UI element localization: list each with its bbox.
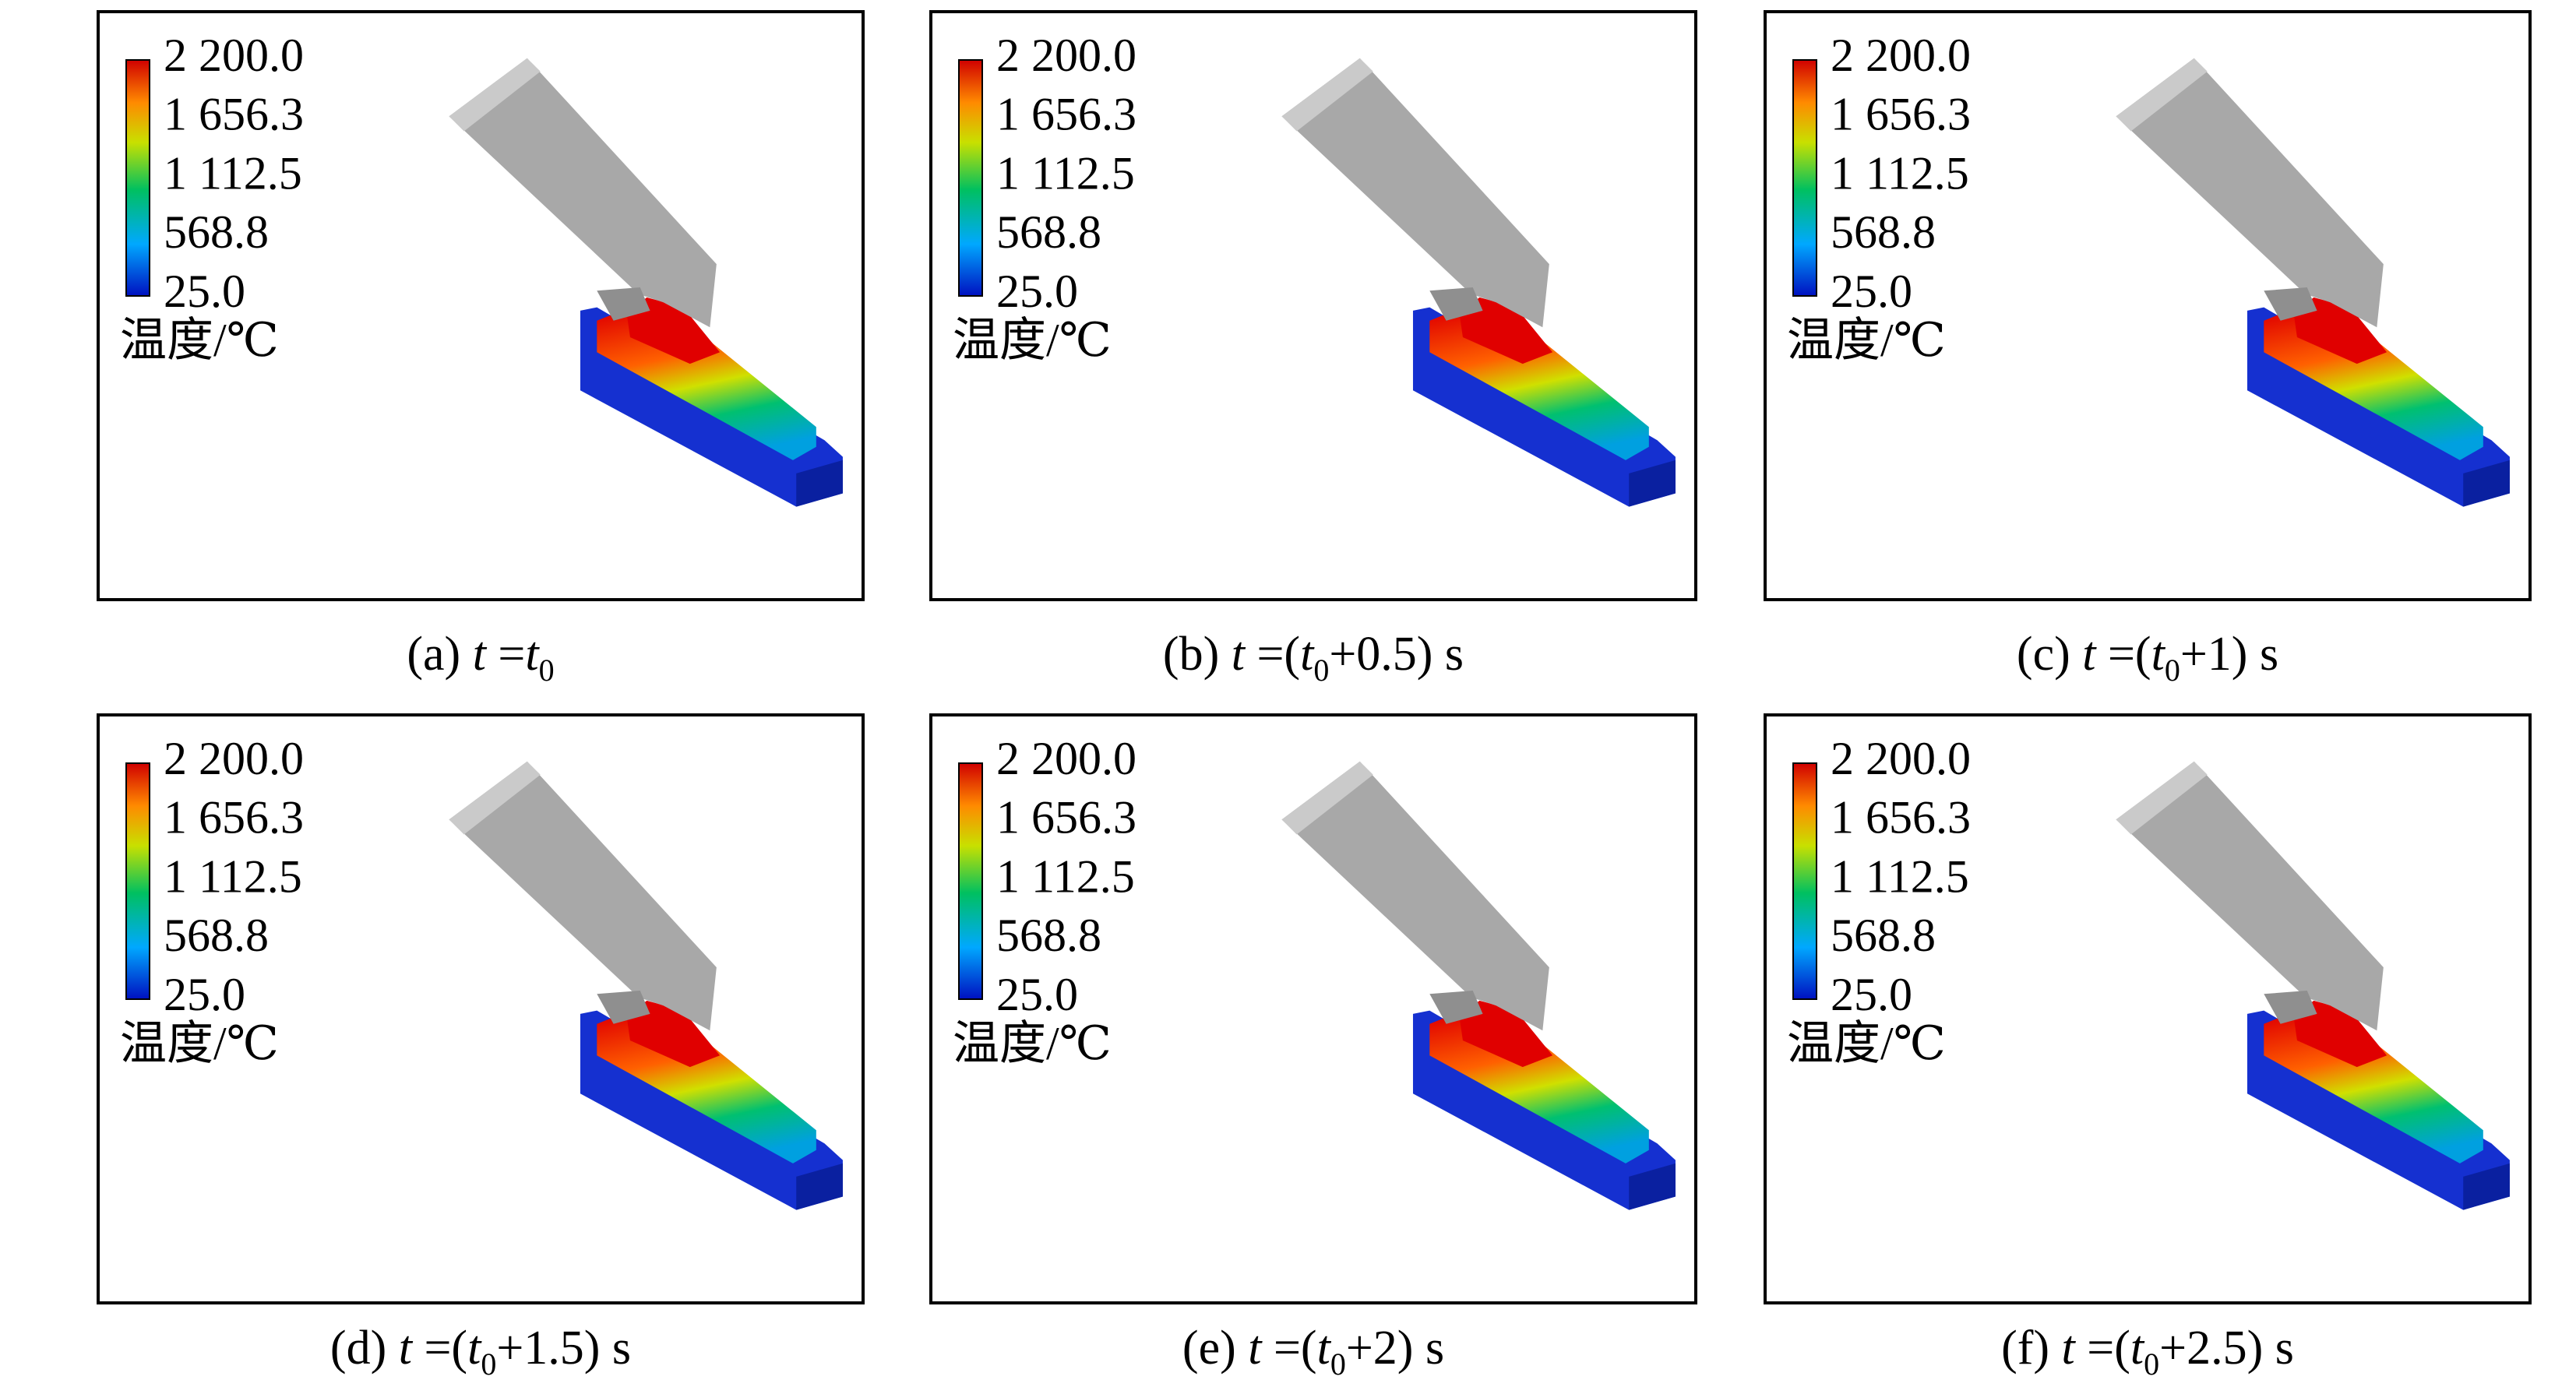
- legend-title: 温度/℃: [120, 1018, 279, 1069]
- caption-label: (b): [1163, 628, 1219, 681]
- caption-label: (e): [1182, 1322, 1236, 1375]
- panel: 2 200.0 1 656.3 1 112.5 568.8 25.0温度/℃ (c) t …: [1764, 10, 2532, 688]
- caption-base: t: [525, 628, 540, 681]
- legend-label: 25.0: [164, 969, 245, 1020]
- panel: 2 200.0 1 656.3 1 112.5 568.8 25.0温度/℃ (e) t …: [929, 713, 1697, 1380]
- legend-label: 1 656.3: [164, 792, 304, 843]
- caption-var: t: [1248, 1322, 1263, 1375]
- caption-label: (d): [330, 1322, 386, 1375]
- panel: 2 200.0 1 656.3 1 112.5 568.8 25.0温度/℃ (a) t …: [97, 10, 865, 688]
- colorbar: [125, 762, 150, 1000]
- caption-sub: 0: [481, 1347, 496, 1380]
- caption-label: (c): [2017, 628, 2070, 681]
- legend-label: 1 112.5: [996, 147, 1135, 199]
- caption-base: t: [1300, 628, 1315, 681]
- caption-eq: =(: [2087, 1322, 2130, 1375]
- legend-label: 568.8: [164, 206, 269, 258]
- caption: (c) t =(t0+1) s: [2017, 628, 2278, 688]
- legend-label: 568.8: [1831, 206, 1936, 258]
- caption-rest: +1) s: [2180, 628, 2278, 681]
- caption: (d) t =(t0+1.5) s: [330, 1322, 631, 1380]
- colorbar: [958, 762, 983, 1000]
- caption-rest: +1.5) s: [496, 1322, 631, 1375]
- caption-base: t: [467, 1322, 482, 1375]
- legend-title: 温度/℃: [1787, 1018, 1946, 1069]
- colorbar: [1792, 59, 1817, 297]
- caption: (b) t =(t0+0.5) s: [1163, 628, 1464, 688]
- caption-label: (f): [2001, 1322, 2049, 1375]
- caption-sub: 0: [539, 653, 555, 688]
- legend-label: 2 200.0: [996, 30, 1136, 81]
- legend-label: 1 656.3: [996, 89, 1136, 140]
- panel: 2 200.0 1 656.3 1 112.5 568.8 25.0温度/℃ (d) t …: [97, 713, 865, 1380]
- legend-label: 25.0: [1831, 969, 1912, 1020]
- caption-eq: =(: [1256, 628, 1300, 681]
- legend-label: 1 656.3: [164, 89, 304, 140]
- caption-base: t: [2151, 628, 2166, 681]
- legend-label: 1 656.3: [996, 792, 1136, 843]
- caption-sub: 0: [1313, 653, 1329, 688]
- legend-label: 1 112.5: [1831, 147, 1969, 199]
- legend-label: 2 200.0: [164, 733, 304, 784]
- colorbar: [1792, 762, 1817, 1000]
- legend-title: 温度/℃: [953, 315, 1112, 366]
- legend-label: 2 200.0: [164, 30, 304, 81]
- legend-label: 25.0: [996, 266, 1078, 317]
- legend-title: 温度/℃: [120, 315, 279, 366]
- legend-label: 568.8: [996, 206, 1101, 258]
- legend-label: 568.8: [164, 910, 269, 961]
- legend-label: 1 112.5: [1831, 850, 1969, 902]
- caption-var: t: [473, 628, 488, 681]
- legend-label: 25.0: [996, 969, 1078, 1020]
- legend-label: 1 112.5: [996, 850, 1135, 902]
- caption-rest: +2.5) s: [2159, 1322, 2294, 1375]
- caption: (e) t =(t0+2) s: [1182, 1322, 1444, 1380]
- caption-eq: =(: [2108, 628, 2151, 681]
- caption-sub: 0: [2144, 1347, 2159, 1380]
- caption-base: t: [1317, 1322, 1332, 1375]
- legend-label: 1 112.5: [164, 147, 302, 199]
- caption-var: t: [399, 1322, 414, 1375]
- caption-var: t: [1232, 628, 1246, 681]
- colorbar: [958, 59, 983, 297]
- panel: 2 200.0 1 656.3 1 112.5 568.8 25.0温度/℃ (f) t …: [1764, 713, 2532, 1380]
- caption-eq: =(: [1274, 1322, 1317, 1375]
- caption-eq: =: [498, 628, 525, 681]
- legend-label: 25.0: [164, 266, 245, 317]
- legend-title: 温度/℃: [953, 1018, 1112, 1069]
- legend-label: 1 656.3: [1831, 89, 1971, 140]
- legend-label: 25.0: [1831, 266, 1912, 317]
- caption-rest: +0.5) s: [1329, 628, 1464, 681]
- legend-label: 2 200.0: [1831, 30, 1971, 81]
- caption-var: t: [2062, 1322, 2077, 1375]
- legend-label: 568.8: [996, 910, 1101, 961]
- caption: (f) t =(t0+2.5) s: [2001, 1322, 2294, 1380]
- legend-label: 1 656.3: [1831, 792, 1971, 843]
- caption-sub: 0: [1330, 1347, 1346, 1380]
- caption-label: (a): [407, 628, 460, 681]
- caption-var: t: [2082, 628, 2097, 681]
- caption-sub: 0: [2165, 653, 2180, 688]
- caption-base: t: [2130, 1322, 2145, 1375]
- caption: (a) t =t0: [407, 628, 554, 688]
- legend-label: 2 200.0: [1831, 733, 1971, 784]
- colorbar: [125, 59, 150, 297]
- legend-label: 1 112.5: [164, 850, 302, 902]
- caption-rest: +2) s: [1346, 1322, 1444, 1375]
- caption-eq: =(: [424, 1322, 467, 1375]
- panel: 2 200.0 1 656.3 1 112.5 568.8 25.0温度/℃ (b) t …: [929, 10, 1697, 688]
- legend-title: 温度/℃: [1787, 315, 1946, 366]
- legend-label: 568.8: [1831, 910, 1936, 961]
- legend-label: 2 200.0: [996, 733, 1136, 784]
